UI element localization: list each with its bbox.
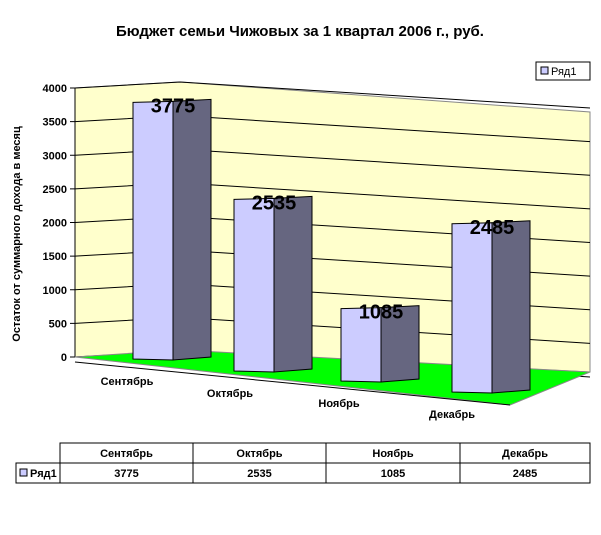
table-value-cell: 2535 [247,468,271,480]
y-tick-label: 3000 [43,150,67,162]
gridline [74,81,591,109]
x-axis [74,361,511,406]
y-tick-label: 3500 [43,117,67,129]
legend [535,61,591,81]
legend-swatch [540,66,549,75]
x-tick-label: Сентябрь [101,376,154,388]
data-label: 3775 [151,95,196,117]
bar [233,197,275,373]
chart-title: Бюджет семьи Чижовых за 1 квартал 2006 г… [116,23,484,40]
legend-label: Ряд1 [551,66,576,78]
bar-side [491,220,531,394]
data-label: 2535 [252,192,297,214]
table-value-cell: 3775 [114,468,138,480]
bar-side [273,195,313,373]
table-header-cell: Сентябрь [100,448,153,460]
x-tick-label: Ноябрь [318,398,359,410]
bar [132,100,174,361]
data-label: 2485 [470,217,515,239]
table-header-cell: Декабрь [502,448,548,460]
bar [340,307,382,383]
x-tick-label: Декабрь [429,409,475,421]
data-table-legend-cell [15,462,61,484]
y-tick-label: 500 [49,318,67,330]
x-tick-label: Октябрь [207,388,253,400]
bar-side [172,98,212,361]
y-tick-label: 0 [61,352,67,364]
bar [451,222,493,394]
y-tick-label: 1000 [43,285,67,297]
table-header-cell: Октябрь [236,448,282,460]
data-label: 1085 [359,302,404,324]
table-header-cell: Ноябрь [372,448,413,460]
y-tick-label: 2000 [43,218,67,230]
table-value-cell: 1085 [381,468,405,480]
y-axis-title: Остаток от суммарного дохода в месяц [11,126,23,342]
y-tick-label: 4000 [43,83,67,95]
table-value-cell: 2485 [513,468,537,480]
y-tick-label: 1500 [43,251,67,263]
table-legend-swatch [19,468,28,477]
table-series-label: Ряд1 [30,468,57,480]
y-tick-label: 2500 [43,184,67,196]
